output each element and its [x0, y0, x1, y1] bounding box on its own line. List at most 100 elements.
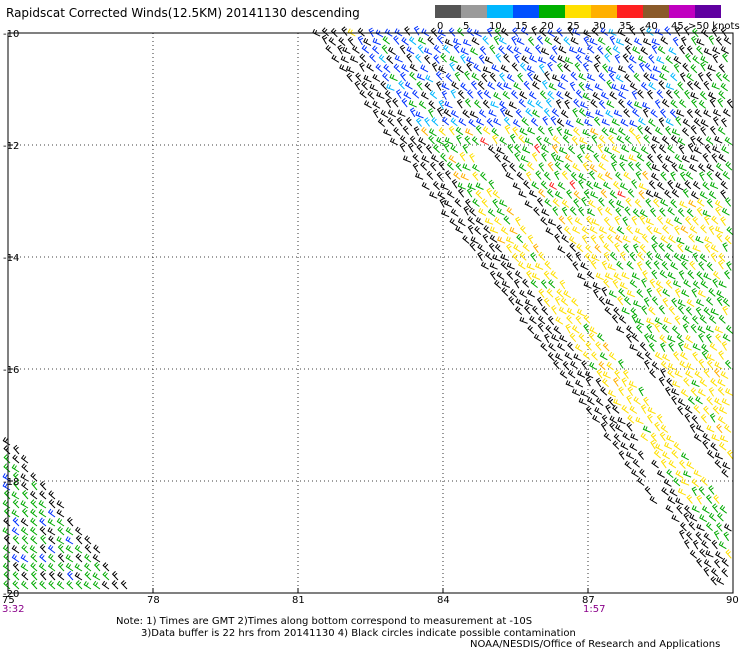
- wind-barb: [538, 162, 545, 172]
- wind-barb: [660, 368, 666, 378]
- wind-barb: [718, 541, 727, 550]
- wind-barb: [648, 54, 655, 64]
- wind-barb: [482, 233, 489, 244]
- wind-barb: [484, 217, 494, 225]
- wind-barb: [456, 64, 464, 74]
- wind-barb: [551, 45, 558, 55]
- wind-barb: [549, 54, 557, 64]
- wind-barb: [616, 260, 624, 270]
- wind-barb: [592, 281, 601, 290]
- wind-barb: [569, 242, 577, 252]
- wind-barb: [618, 98, 625, 109]
- wind-barb: [699, 253, 708, 263]
- wind-barb: [665, 218, 674, 227]
- wind-barb: [493, 117, 502, 126]
- wind-barb: [637, 55, 646, 64]
- wind-barb: [684, 216, 692, 226]
- wind-barb: [677, 207, 685, 218]
- wind-barb: [397, 109, 406, 117]
- wind-barb: [701, 505, 710, 514]
- wind-barb: [706, 163, 715, 172]
- wind-barb: [380, 80, 387, 91]
- wind-barb: [562, 361, 570, 371]
- wind-barb: [667, 179, 674, 190]
- wind-barb: [596, 368, 603, 379]
- wind-barb: [711, 215, 719, 225]
- note-line-3: NOAA/NESDIS/Office of Research and Appli…: [470, 639, 721, 650]
- wind-barb: [710, 308, 719, 316]
- wind-barb: [557, 181, 566, 190]
- wind-barb: [578, 81, 585, 92]
- wind-barb: [619, 182, 628, 191]
- wind-barb: [600, 421, 607, 432]
- wind-barb: [526, 65, 535, 73]
- wind-barb: [361, 44, 370, 54]
- wind-barb: [450, 208, 459, 217]
- wind-barb: [482, 99, 490, 109]
- wind-barb: [463, 205, 469, 216]
- wind-barb: [675, 182, 684, 191]
- wind-barb: [496, 207, 505, 216]
- wind-barb: [508, 101, 517, 110]
- wind-barb: [488, 145, 496, 154]
- wind-barb: [724, 424, 732, 433]
- wind-barb: [12, 562, 20, 572]
- wind-barb: [629, 251, 636, 262]
- wind-barb: [721, 145, 730, 154]
- wind-barb: [462, 38, 472, 47]
- wind-barb: [553, 359, 560, 370]
- wind-barb: [607, 396, 615, 407]
- wind-barb: [586, 73, 596, 82]
- wind-barb: [719, 434, 729, 443]
- wind-barb: [651, 38, 660, 46]
- wind-barb: [716, 522, 723, 532]
- wind-barb: [564, 99, 570, 110]
- wind-barb: [684, 180, 692, 190]
- wind-barb: [661, 324, 670, 334]
- wind-barb: [612, 45, 621, 54]
- wind-barb: [686, 298, 695, 308]
- legend-swatch: [591, 5, 617, 18]
- wind-barb: [544, 198, 552, 207]
- longitude-label: 90: [726, 595, 739, 606]
- wind-barb: [610, 153, 618, 163]
- wind-barb: [674, 26, 681, 37]
- wind-barb: [621, 271, 630, 280]
- wind-barb: [607, 389, 617, 398]
- wind-barb: [716, 233, 723, 243]
- wind-barb: [512, 119, 521, 128]
- wind-barb: [581, 196, 587, 207]
- wind-barb: [700, 55, 709, 64]
- wind-barb: [690, 323, 697, 334]
- wind-barb: [475, 217, 484, 226]
- wind-barb: [513, 244, 521, 253]
- wind-barb: [448, 154, 457, 164]
- wind-barb: [386, 83, 395, 91]
- wind-barb: [436, 106, 443, 117]
- wind-barb: [594, 83, 603, 91]
- wind-barb: [337, 44, 343, 55]
- wind-barb: [30, 472, 38, 482]
- wind-barb: [645, 260, 652, 270]
- wind-barb: [550, 151, 557, 162]
- wind-barb: [548, 279, 556, 289]
- wind-barb: [624, 135, 632, 145]
- wind-barb: [56, 509, 65, 518]
- wind-barb: [411, 89, 420, 99]
- wind-barb: [21, 535, 29, 545]
- wind-barb: [716, 576, 725, 585]
- wind-barb: [706, 333, 712, 344]
- wind-barb: [612, 279, 619, 289]
- wind-barb: [441, 90, 448, 100]
- wind-barb: [678, 144, 685, 155]
- wind-barb: [540, 180, 548, 190]
- wind-barb: [509, 133, 516, 144]
- wind-barb: [506, 44, 514, 54]
- wind-barb: [628, 154, 637, 162]
- wind-barb: [556, 62, 564, 73]
- wind-barb: [577, 272, 586, 280]
- wind-barb: [658, 376, 665, 387]
- wind-barb: [30, 580, 38, 590]
- wind-barb: [48, 499, 56, 509]
- wind-barb: [642, 37, 652, 46]
